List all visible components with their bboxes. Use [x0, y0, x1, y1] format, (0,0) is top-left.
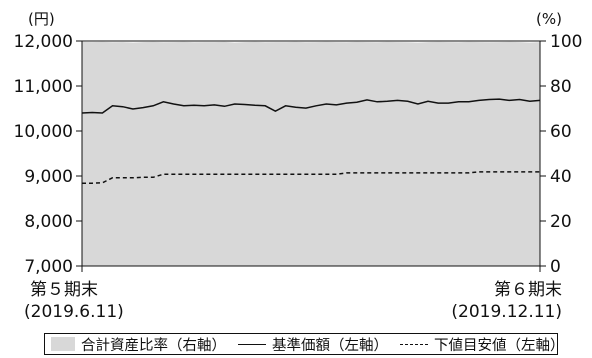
series-line-floor	[82, 171, 540, 184]
right-tick-label: 40	[550, 167, 572, 187]
series-line-nav	[81, 98, 541, 114]
legend-item-floor: 下値目安値（左軸）	[400, 334, 565, 355]
x-start-date: (2019.6.11)	[24, 302, 124, 322]
left-tick-label: 9,000	[24, 167, 73, 187]
legend-swatch-dashed	[400, 343, 428, 345]
left-tick-label: 11,000	[14, 77, 73, 97]
legend-label-asset-ratio: 合計資産比率（右軸）	[81, 337, 226, 354]
right-tick-label: 80	[550, 77, 572, 97]
legend-label-nav: 基準価額（左軸）	[272, 337, 388, 354]
left-tick-label: 12,000	[14, 32, 73, 52]
right-tick-label: 20	[550, 212, 572, 232]
right-tick-label: 100	[550, 32, 582, 52]
right-axis-unit: (%)	[536, 10, 562, 28]
plot-frame	[81, 40, 541, 267]
left-axis: 7,000 8,000 9,000 10,000 11,000 12,000	[14, 32, 82, 277]
legend-label-floor: 下値目安値（左軸）	[434, 337, 565, 354]
right-tick-label: 60	[550, 122, 572, 142]
right-axis: 0 20 40 60 80 100	[540, 32, 582, 277]
legend-swatch-solid	[238, 343, 266, 345]
legend: 合計資産比率（右軸） 基準価額（左軸） 下値目安値（左軸）	[44, 333, 565, 355]
left-tick-label: 8,000	[24, 212, 73, 232]
x-end-label: 第６期末	[494, 280, 562, 300]
chart: (円) (%) 7,000 8,000 9,000 10,000 11,000 12,00…	[14, 10, 583, 322]
left-tick-label: 10,000	[14, 122, 73, 142]
series-area-asset-ratio	[82, 41, 540, 267]
right-tick-label: 0	[550, 257, 561, 277]
left-tick-label: 7,000	[24, 257, 73, 277]
plot-area	[81, 40, 541, 272]
legend-item-asset-ratio: 合計資産比率（右軸）	[51, 334, 226, 355]
x-start-label: 第５期末	[30, 280, 98, 300]
left-axis-unit: (円)	[28, 10, 55, 28]
legend-item-nav: 基準価額（左軸）	[238, 334, 388, 355]
x-end-date: (2019.12.11)	[451, 302, 562, 322]
legend-swatch-area	[51, 337, 75, 351]
